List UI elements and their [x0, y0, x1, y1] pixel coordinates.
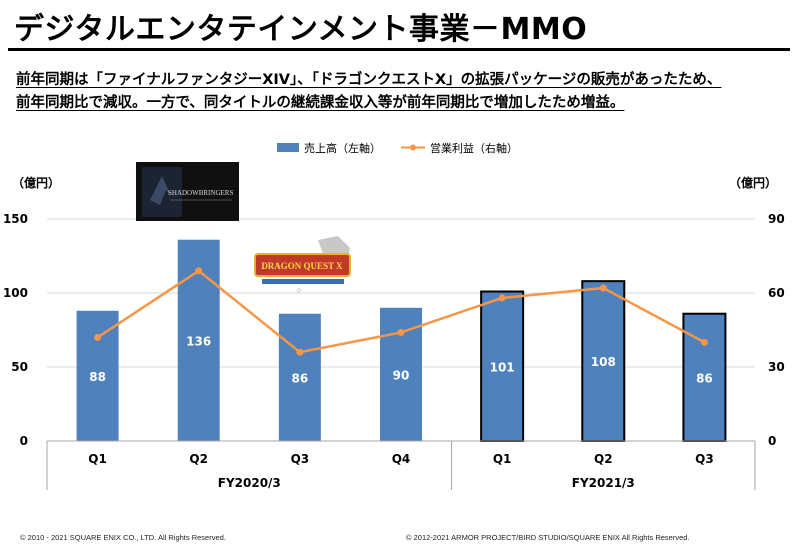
x-tick-label: Q2 [594, 452, 613, 466]
dqx-logo: DRAGON QUEST X ◇ [254, 236, 351, 294]
subtitle-line-2: 前年同期比で減収。一方で、同タイトルの継続課金収入等が前年同期比で増加したため増… [16, 95, 625, 111]
y-left-tick-label: 100 [3, 286, 28, 300]
title-underline [8, 48, 790, 51]
legend-swatch-sales [277, 143, 299, 152]
bar-value-label: 86 [292, 371, 309, 385]
bars [76, 239, 727, 442]
profit-point [700, 338, 708, 346]
legend: 売上高（左軸） 営業利益（右軸） [277, 141, 518, 155]
y-left-unit: （億円） [12, 175, 60, 190]
bar-sales [480, 290, 525, 442]
y-right-unit: （億円） [729, 175, 777, 190]
y-left-tick-label: 0 [20, 434, 28, 448]
y-left-tick-label: 150 [3, 212, 28, 226]
bar-value-label: 136 [186, 334, 211, 348]
dqx-logo-text: DRAGON QUEST X [261, 261, 343, 271]
x-tick-label: Q4 [392, 452, 411, 466]
legend-label-sales: 売上高（左軸） [304, 141, 381, 155]
legend-label-profit: 営業利益（右軸） [430, 141, 518, 155]
ffxiv-logo-text: SHADOWBRINGERS [168, 189, 233, 197]
profit-point [94, 333, 102, 341]
y-right-tick-label: 60 [768, 286, 785, 300]
ffxiv-logo: SHADOWBRINGERS [136, 162, 239, 221]
profit-line [94, 267, 708, 356]
x-tick-label: Q3 [291, 452, 310, 466]
subtitle-line-1: 前年同期は「ファイナルファンタジーXIV」、「ドラゴンクエストX」の拡張パッケー… [16, 72, 722, 88]
profit-point [599, 284, 607, 292]
x-tick-label: Q2 [189, 452, 208, 466]
x-group-label: FY2021/3 [572, 476, 635, 490]
y-left-tick-label: 50 [11, 360, 28, 374]
bar-value-label: 108 [591, 355, 616, 369]
footer-copyright-right: © 2012-2021 ARMOR PROJECT/BIRD STUDIO/SQ… [406, 533, 690, 542]
x-tick-label: Q1 [88, 452, 107, 466]
profit-point [296, 348, 304, 356]
y-right-tick-label: 30 [768, 360, 785, 374]
legend-marker-profit [410, 144, 416, 151]
dqx-logo-mark: ◇ [297, 287, 302, 294]
profit-point [397, 328, 405, 336]
bar-sales [76, 310, 119, 441]
data-labels: 88 136 86 90 101 108 86 [89, 334, 713, 385]
axes: 0 50 100 150 0 30 60 90 Q1 Q2 Q3 Q4 Q1 Q2 Q3 FY2020/3 FY… [3, 212, 785, 490]
x-group-label: FY2020/3 [218, 476, 281, 490]
bar-value-label: 101 [490, 360, 515, 374]
bar-sales [278, 313, 321, 441]
x-tick-label: Q1 [493, 452, 512, 466]
bar-value-label: 90 [393, 368, 410, 382]
profit-point [195, 267, 203, 275]
bar-value-label: 86 [696, 371, 713, 385]
footer-copyright-left: © 2010 - 2021 SQUARE ENIX CO., LTD. All … [20, 533, 226, 542]
x-tick-label: Q3 [695, 452, 714, 466]
y-right-tick-label: 90 [768, 212, 785, 226]
y-right-tick-label: 0 [768, 434, 776, 448]
profit-point [498, 294, 506, 302]
bar-value-label: 88 [89, 370, 106, 384]
page-title: デジタルエンタテインメント事業－MMO [14, 12, 588, 47]
